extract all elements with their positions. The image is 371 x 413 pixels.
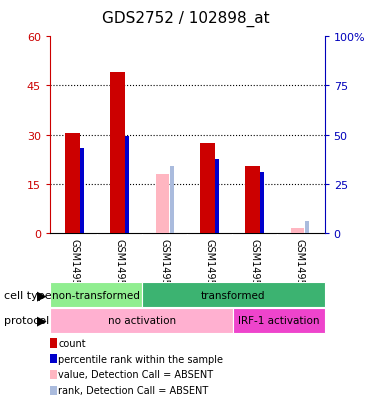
Text: percentile rank within the sample: percentile rank within the sample: [58, 354, 223, 364]
Text: GSM149570: GSM149570: [160, 238, 170, 297]
Text: ▶: ▶: [37, 288, 46, 301]
Bar: [215, 160, 219, 233]
Text: GSM149573: GSM149573: [205, 238, 215, 297]
Text: rank, Detection Call = ABSENT: rank, Detection Call = ABSENT: [58, 385, 209, 395]
Text: count: count: [58, 338, 86, 348]
Bar: [156, 174, 169, 233]
Bar: [50, 308, 233, 333]
Bar: [291, 228, 304, 233]
Bar: [125, 137, 129, 233]
Bar: [50, 282, 142, 307]
Text: GSM149571: GSM149571: [250, 238, 260, 297]
Bar: [142, 282, 325, 307]
Bar: [170, 166, 174, 233]
Text: GSM149569: GSM149569: [70, 238, 80, 297]
Bar: [110, 73, 125, 233]
Bar: [305, 222, 309, 233]
Text: protocol: protocol: [4, 316, 49, 325]
Bar: [200, 143, 216, 233]
Text: value, Detection Call = ABSENT: value, Detection Call = ABSENT: [58, 370, 213, 380]
Text: GSM149574: GSM149574: [295, 238, 305, 297]
Bar: [245, 166, 260, 233]
Text: GSM149572: GSM149572: [115, 238, 125, 297]
Text: cell type: cell type: [4, 290, 51, 300]
Text: non-transformed: non-transformed: [52, 290, 140, 300]
Text: ▶: ▶: [37, 314, 46, 327]
Bar: [233, 308, 325, 333]
Bar: [65, 134, 81, 233]
Text: IRF-1 activation: IRF-1 activation: [238, 316, 320, 325]
Bar: [80, 148, 84, 233]
Text: GDS2752 / 102898_at: GDS2752 / 102898_at: [102, 10, 269, 26]
Text: transformed: transformed: [201, 290, 265, 300]
Text: no activation: no activation: [108, 316, 175, 325]
Bar: [260, 173, 264, 233]
